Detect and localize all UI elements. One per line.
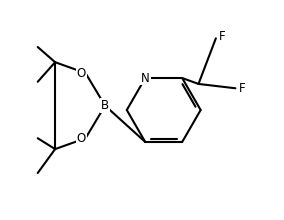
Text: O: O <box>77 132 86 145</box>
Text: B: B <box>101 99 109 112</box>
Text: F: F <box>219 30 226 43</box>
Text: F: F <box>239 82 245 95</box>
Text: O: O <box>77 67 86 80</box>
Text: N: N <box>141 72 150 84</box>
